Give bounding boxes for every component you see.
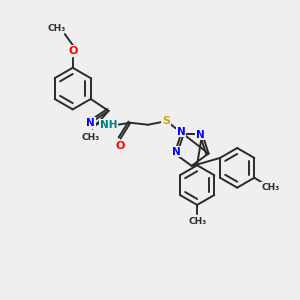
Text: CH₃: CH₃: [48, 24, 66, 33]
Text: N: N: [196, 130, 205, 140]
Text: N: N: [177, 127, 185, 136]
Text: S: S: [162, 116, 170, 126]
Text: O: O: [68, 46, 77, 56]
Text: CH₃: CH₃: [82, 133, 100, 142]
Text: O: O: [116, 140, 125, 151]
Text: N: N: [86, 118, 95, 128]
Text: CH₃: CH₃: [188, 217, 206, 226]
Text: N: N: [172, 146, 181, 157]
Text: NH: NH: [100, 120, 117, 130]
Text: CH₃: CH₃: [261, 183, 279, 192]
